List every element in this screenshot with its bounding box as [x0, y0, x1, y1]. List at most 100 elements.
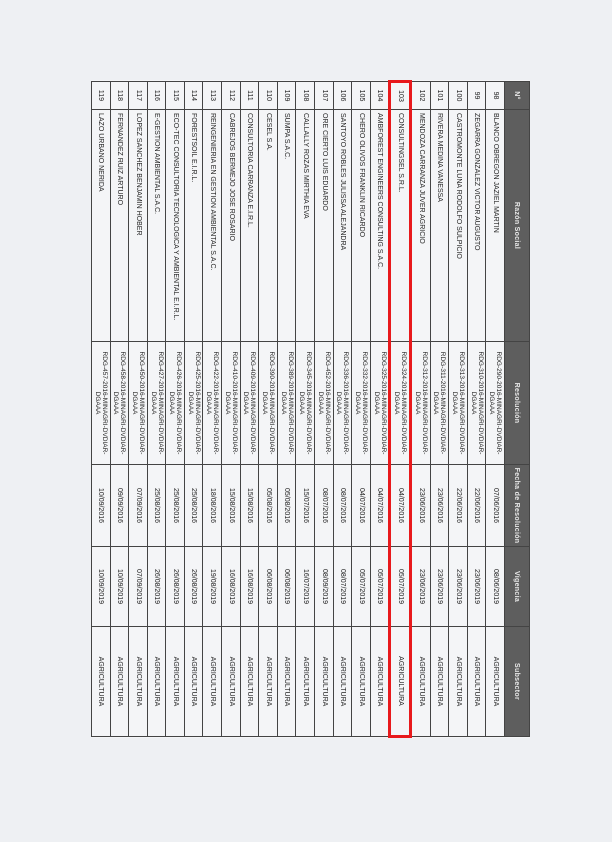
cell-subsector: AGRICULTURA: [351, 626, 371, 737]
cell-row-number: 115: [165, 81, 185, 110]
cell-row-number: 105: [351, 81, 371, 110]
header-no: N°: [504, 81, 530, 110]
table-row: 105 CHERO OLIVOS FRANKLIN RICARDO RDG-332-…: [351, 81, 371, 737]
cell-row-number: 110: [258, 81, 278, 110]
cell-fecha-resolucion: 04/07/2016: [370, 464, 390, 547]
cell-razon-social: ZEGARRA GONZALEZ VICTOR AUGUSTO: [467, 109, 486, 342]
cell-resolucion: RDG-390-2016-MINAGRI-DVDIAR-DGAAA: [258, 341, 278, 465]
header-subsector: Subsector: [504, 626, 530, 737]
header-resolucion: Resolución: [504, 341, 530, 465]
cell-vigencia: 06/08/2019: [277, 546, 296, 627]
table-row: 109 SUMPA S.A.C. RDG-389-2016-MINAGRI-DVDI…: [277, 81, 296, 737]
cell-razon-social: RIVERA MEDINA VANESSA: [430, 109, 449, 342]
cell-razon-social: CABREJOS BERMEJO JOSE ROSARIO: [221, 109, 241, 342]
table-row: 119 LAZO URBANO NERIDA RDG-457-2016-MINAGR…: [91, 81, 111, 737]
table-row: 112 CABREJOS BERMEJO JOSE ROSARIO RDG-410-…: [221, 81, 241, 737]
cell-razon-social: FORESTSOIL E.I.R.L.: [184, 109, 203, 342]
cell-vigencia: 16/08/2019: [221, 546, 241, 627]
cell-row-number: 102: [410, 81, 431, 110]
cell-subsector: AGRICULTURA: [333, 626, 352, 737]
cell-razon-social: E-GESTION AMBIENTAL S.A.C.: [147, 109, 166, 342]
cell-subsector: AGRICULTURA: [277, 626, 296, 737]
cell-fecha-resolucion: 05/08/2016: [277, 464, 296, 547]
cell-row-number: 107: [314, 81, 334, 110]
cell-fecha-resolucion: 05/08/2016: [258, 464, 278, 547]
cell-subsector: AGRICULTURA: [128, 626, 148, 737]
cell-fecha-resolucion: 18/08/2016: [203, 464, 222, 547]
cell-razon-social: CALLALLY ROZAS MIRTHIA EVA: [295, 109, 315, 342]
cell-fecha-resolucion: 22/06/2016: [448, 464, 468, 547]
cell-row-number: 106: [333, 81, 352, 110]
cell-vigencia: 10/09/2019: [91, 546, 111, 627]
cell-razon-social: REINGENIERIA EN GESTION AMBIENTAL S.A.C.: [203, 109, 222, 342]
cell-razon-social: BLANCO OBREGON JAZIEL MARTIN: [485, 109, 505, 342]
cell-subsector: AGRICULTURA: [184, 626, 203, 737]
cell-vigencia: 08/09/2019: [314, 546, 334, 627]
cell-subsector: AGRICULTURA: [203, 626, 222, 737]
table-row: 113 REINGENIERIA EN GESTION AMBIENTAL S.A…: [203, 81, 222, 737]
cell-fecha-resolucion: 10/09/2016: [91, 464, 111, 547]
table-row: 117 LOPEZ SANCHEZ BENJAMIN HOBER RDG-450-2…: [128, 81, 148, 737]
table-row: 111 CONSULTORIA CARRANZA E.I.R.L. RDG-409-…: [240, 81, 259, 737]
header-fecha-resolucion: Fecha de Resolución: [504, 464, 530, 547]
cell-resolucion: RDG-389-2016-MINAGRI-DVDIAR-DGAAA: [277, 341, 296, 465]
table-header-row: N° Razón Social Resolución Fecha de Reso…: [504, 81, 530, 737]
cell-row-number: 108: [295, 81, 315, 110]
cell-subsector: AGRICULTURA: [430, 626, 449, 737]
table-row: 99 ZEGARRA GONZALEZ VICTOR AUGUSTO RDG-310…: [467, 81, 486, 737]
table-row: 101 RIVERA MEDINA VANESSA RDG-311-2016-MIN…: [430, 81, 449, 737]
cell-fecha-resolucion: 08/07/2016: [333, 464, 352, 547]
cell-resolucion: RDG-310-2016-MINAGRI-DVDIAR-DGAAA: [467, 341, 486, 465]
cell-subsector: AGRICULTURA: [240, 626, 259, 737]
cell-resolucion: RDG-425-2016-MINAGRI-DVDIAR-DGAAA: [184, 341, 203, 465]
table-row: 115 ECO-TEC CONSULTORIA TECNOLOGICA Y AMB…: [165, 81, 185, 737]
cell-subsector: AGRICULTURA: [295, 626, 315, 737]
cell-subsector: AGRICULTURA: [147, 626, 166, 737]
cell-fecha-resolucion: 08/07/2016: [314, 464, 334, 547]
cell-fecha-resolucion: 23/06/2016: [410, 464, 431, 547]
cell-row-number: 114: [184, 81, 203, 110]
cell-row-number: 118: [110, 81, 129, 110]
cell-vigencia: 26/08/2019: [147, 546, 166, 627]
cell-row-number: 100: [448, 81, 468, 110]
cell-vigencia: 05/07/2019: [389, 546, 411, 627]
cell-subsector: AGRICULTURA: [389, 626, 411, 737]
cell-resolucion: RDG-458-2016-MINAGRI-DVDIAR-DGAAA: [110, 341, 129, 465]
cell-fecha-resolucion: 15/08/2016: [240, 464, 259, 547]
cell-vigencia: 26/08/2019: [165, 546, 185, 627]
resolutions-table: N° Razón Social Resolución Fecha de Reso…: [90, 80, 530, 738]
cell-resolucion: RDG-324-2016-MINAGRI-DVDIAR-DGAAA: [389, 341, 411, 465]
table-row: 100 CASTROMONTE LUNA RODOLFO SULPICIO RDG-…: [448, 81, 468, 737]
cell-resolucion: RDG-452-2016-MINAGRI-DVDIAR-DGAAA: [314, 341, 334, 465]
cell-razon-social: CHERO OLIVOS FRANKLIN RICARDO: [351, 109, 371, 342]
cell-vigencia: 23/06/2019: [448, 546, 468, 627]
cell-subsector: AGRICULTURA: [110, 626, 129, 737]
table-row: 102 MENDOZA CARRANZA JUVER AGRICIO RDG-312…: [410, 81, 431, 737]
cell-resolucion: RDG-311-2016-MINAGRI-DVDIAR-DGAAA: [430, 341, 449, 465]
cell-fecha-resolucion: 04/07/2016: [389, 464, 411, 547]
table-row: 106 SANTOYO ROBLES JULISSA ALEJANDRA RDG-3…: [333, 81, 352, 737]
cell-row-number: 101: [430, 81, 449, 110]
cell-razon-social: MENDOZA CARRANZA JUVER AGRICIO: [410, 109, 431, 342]
cell-subsector: AGRICULTURA: [258, 626, 278, 737]
cell-razon-social: CASTROMONTE LUNA RODOLFO SULPICIO: [448, 109, 468, 342]
cell-row-number: 109: [277, 81, 296, 110]
cell-fecha-resolucion: 22/06/2016: [467, 464, 486, 547]
cell-razon-social: ORE CIERTO LUIS EDUARDO: [314, 109, 334, 342]
cell-resolucion: RDG-410-2016-MINAGRI-DVDIAR-DGAAA: [221, 341, 241, 465]
cell-razon-social: AMBFOREST ENGINEERS CONSULTING S.A.C.: [370, 109, 390, 342]
cell-resolucion: RDG-457-2016-MINAGRI-DVDIAR-DGAAA: [91, 341, 111, 465]
table-row: 118 FERNANDEZ RUIZ ARTURO RDG-458-2016-MIN…: [110, 81, 129, 737]
cell-resolucion: RDG-332-2016-MINAGRI-DVDIAR-DGAAA: [351, 341, 371, 465]
cell-vigencia: 06/08/2019: [258, 546, 278, 627]
cell-vigencia: 07/09/2019: [128, 546, 148, 627]
cell-row-number: 103: [389, 81, 411, 110]
cell-vigencia: 16/08/2019: [240, 546, 259, 627]
table-row: 110 CESEL S.A. RDG-390-2016-MINAGRI-DVDIAR…: [258, 81, 278, 737]
cell-subsector: AGRICULTURA: [485, 626, 505, 737]
cell-resolucion: RDG-427-2016-MINAGRI-DVDIAR-DGAAA: [147, 341, 166, 465]
cell-razon-social: CESEL S.A.: [258, 109, 278, 342]
cell-subsector: AGRICULTURA: [91, 626, 111, 737]
cell-subsector: AGRICULTURA: [448, 626, 468, 737]
cell-vigencia: 05/07/2019: [370, 546, 390, 627]
